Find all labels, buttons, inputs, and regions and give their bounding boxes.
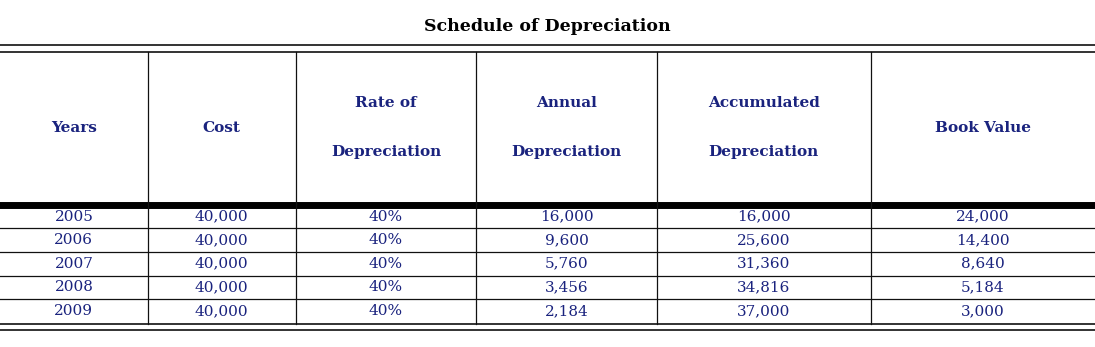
Text: 2,184: 2,184: [545, 304, 588, 318]
Text: 40,000: 40,000: [195, 257, 249, 271]
Text: 40%: 40%: [369, 280, 403, 294]
Text: 9,600: 9,600: [544, 233, 589, 247]
Text: Annual: Annual: [537, 96, 597, 110]
Text: 3,000: 3,000: [961, 304, 1004, 318]
Text: Depreciation: Depreciation: [511, 145, 622, 159]
Text: 5,184: 5,184: [961, 280, 1004, 294]
Text: 25,600: 25,600: [737, 233, 791, 247]
Text: 2005: 2005: [55, 210, 93, 223]
Text: Cost: Cost: [203, 120, 241, 135]
Text: 8,640: 8,640: [961, 257, 1004, 271]
Text: 40,000: 40,000: [195, 304, 249, 318]
Text: 40,000: 40,000: [195, 210, 249, 223]
Text: 5,760: 5,760: [545, 257, 588, 271]
Text: 40%: 40%: [369, 210, 403, 223]
Text: 31,360: 31,360: [737, 257, 791, 271]
Text: 2009: 2009: [55, 304, 93, 318]
Text: Years: Years: [51, 120, 96, 135]
Text: 40%: 40%: [369, 233, 403, 247]
Text: 40%: 40%: [369, 304, 403, 318]
Text: Depreciation: Depreciation: [331, 145, 441, 159]
Text: 14,400: 14,400: [956, 233, 1010, 247]
Text: 16,000: 16,000: [737, 210, 791, 223]
Text: Schedule of Depreciation: Schedule of Depreciation: [424, 18, 671, 34]
Text: 40,000: 40,000: [195, 280, 249, 294]
Text: 40%: 40%: [369, 257, 403, 271]
Text: 2006: 2006: [55, 233, 93, 247]
Text: 34,816: 34,816: [737, 280, 791, 294]
Text: Depreciation: Depreciation: [708, 145, 819, 159]
Text: 40,000: 40,000: [195, 233, 249, 247]
Text: 2007: 2007: [55, 257, 93, 271]
Text: 16,000: 16,000: [540, 210, 593, 223]
Text: Book Value: Book Value: [935, 120, 1030, 135]
Text: Accumulated: Accumulated: [707, 96, 820, 110]
Text: 3,456: 3,456: [545, 280, 588, 294]
Text: 2008: 2008: [55, 280, 93, 294]
Text: 37,000: 37,000: [737, 304, 791, 318]
Text: Rate of: Rate of: [355, 96, 417, 110]
Text: 24,000: 24,000: [956, 210, 1010, 223]
